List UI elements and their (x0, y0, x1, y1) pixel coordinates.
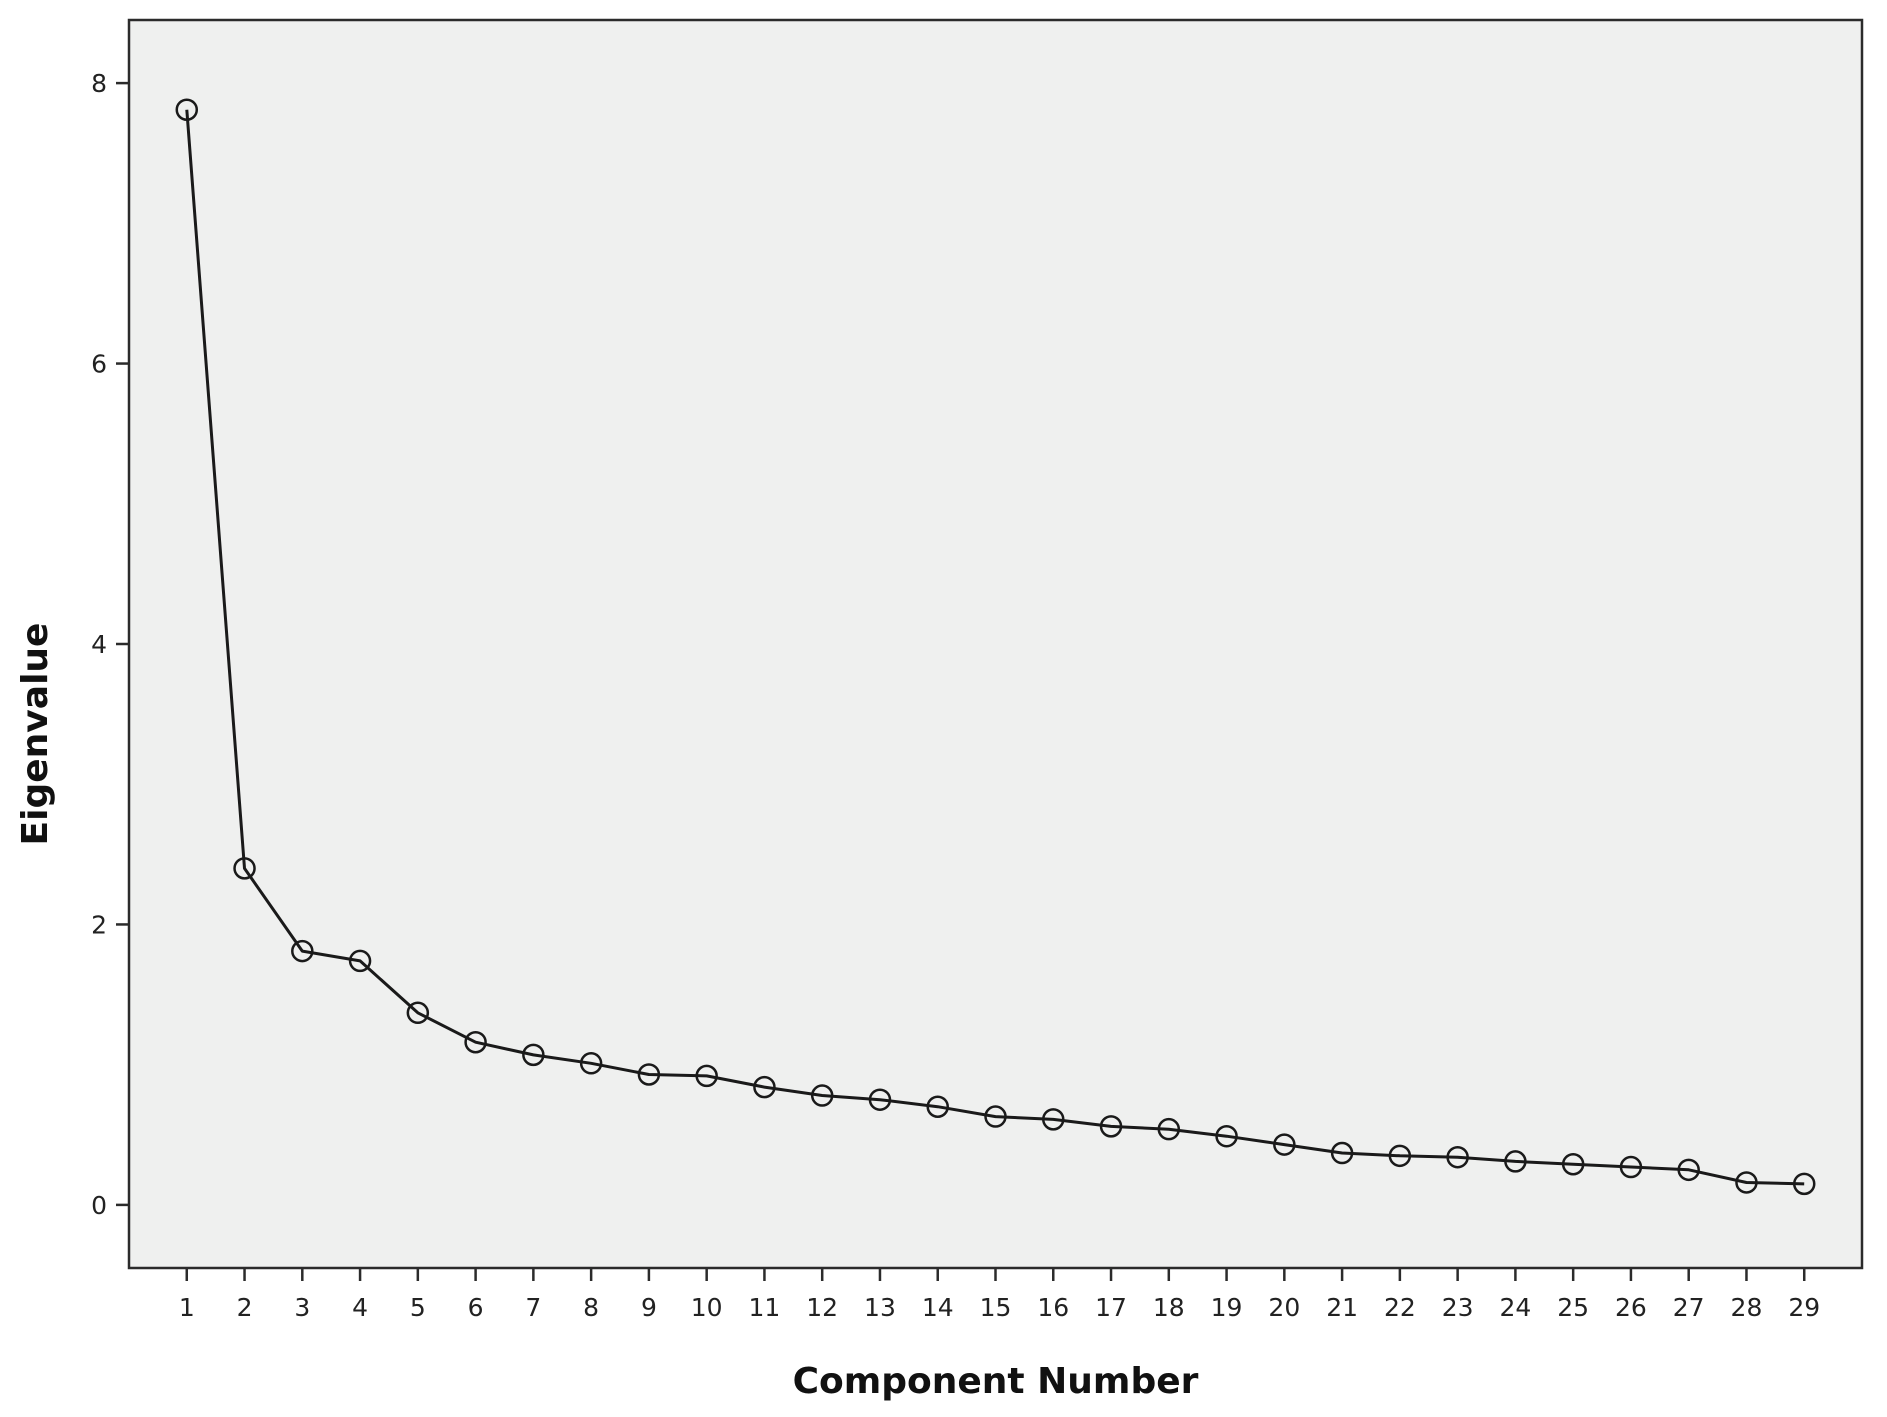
y-tick-label: 4 (91, 630, 107, 659)
y-axis-title: Eigenvalue (15, 623, 56, 846)
data-point (1042, 1108, 1065, 1131)
data-point (291, 939, 314, 963)
x-tick-label: 17 (1095, 1293, 1127, 1322)
data-point (348, 949, 372, 973)
data-point (1735, 1171, 1758, 1194)
data-point (1792, 1172, 1816, 1196)
y-tick-label: 2 (91, 910, 107, 939)
x-tick-label: 1 (179, 1293, 195, 1322)
series-layer (175, 98, 1816, 1196)
data-point (1330, 1141, 1354, 1165)
x-tick-label: 7 (525, 1293, 541, 1322)
x-tick-label: 16 (1037, 1293, 1069, 1322)
x-tick-label: 20 (1268, 1293, 1300, 1322)
x-axis-title: Component Number (793, 1361, 1199, 1402)
y-axis: 0 2 4 6 8 (91, 69, 129, 1220)
x-tick-label: 9 (641, 1293, 657, 1322)
x-tick-label: 3 (294, 1293, 310, 1322)
y-tick-label: 8 (91, 69, 107, 98)
x-tick-label: 15 (980, 1293, 1012, 1322)
x-tick-label: 28 (1731, 1293, 1763, 1322)
series-line (185, 109, 1805, 1186)
y-tick-label: 0 (91, 1191, 107, 1220)
x-tick-label: 13 (864, 1293, 896, 1322)
x-tick-label: 5 (410, 1293, 426, 1322)
x-tick-label: 24 (1499, 1293, 1531, 1322)
x-tick-label: 19 (1211, 1293, 1243, 1322)
data-point (868, 1088, 892, 1111)
data-point (1099, 1115, 1123, 1138)
data-point (1157, 1117, 1181, 1141)
x-tick-label: 22 (1384, 1293, 1416, 1322)
x-tick-label: 10 (691, 1293, 723, 1322)
x-tick-label: 25 (1557, 1293, 1589, 1322)
data-point (1446, 1145, 1469, 1169)
data-point (1561, 1152, 1585, 1176)
x-tick-label: 11 (749, 1293, 781, 1322)
data-point (695, 1064, 718, 1088)
data-point (233, 857, 256, 880)
y-tick-label: 6 (91, 350, 107, 379)
data-point (1504, 1150, 1527, 1173)
data-point (464, 1030, 487, 1054)
x-tick-label: 29 (1788, 1293, 1820, 1322)
data-point (522, 1043, 545, 1067)
x-tick-label: 12 (806, 1293, 838, 1322)
x-tick-label: 18 (1153, 1293, 1185, 1322)
data-point (579, 1052, 603, 1075)
x-tick-label: 6 (468, 1293, 484, 1322)
data-point (1388, 1144, 1412, 1168)
data-point (753, 1075, 776, 1099)
data-point (1619, 1155, 1643, 1179)
data-point (810, 1084, 834, 1107)
data-point (1273, 1133, 1296, 1156)
x-tick-label: 4 (352, 1293, 368, 1322)
x-axis: 1 2 3 4 5 6 7 8 9 10 11 12 13 14 15 16 17 18 19 20 21 22 23 24 2… (179, 1268, 1820, 1322)
data-point (926, 1095, 949, 1118)
plot-area (127, 18, 1864, 1270)
data-point (1677, 1158, 1700, 1182)
data-point (406, 1001, 430, 1025)
data-point (175, 98, 199, 121)
x-tick-label: 26 (1615, 1293, 1647, 1322)
data-point (984, 1105, 1007, 1128)
x-tick-label: 8 (583, 1293, 599, 1322)
x-tick-label: 27 (1673, 1293, 1705, 1322)
data-point (637, 1063, 661, 1086)
data-point (1215, 1124, 1238, 1148)
x-tick-label: 23 (1442, 1293, 1474, 1322)
x-tick-label: 2 (237, 1293, 253, 1322)
x-tick-label: 21 (1326, 1293, 1358, 1322)
x-tick-label: 14 (922, 1293, 954, 1322)
